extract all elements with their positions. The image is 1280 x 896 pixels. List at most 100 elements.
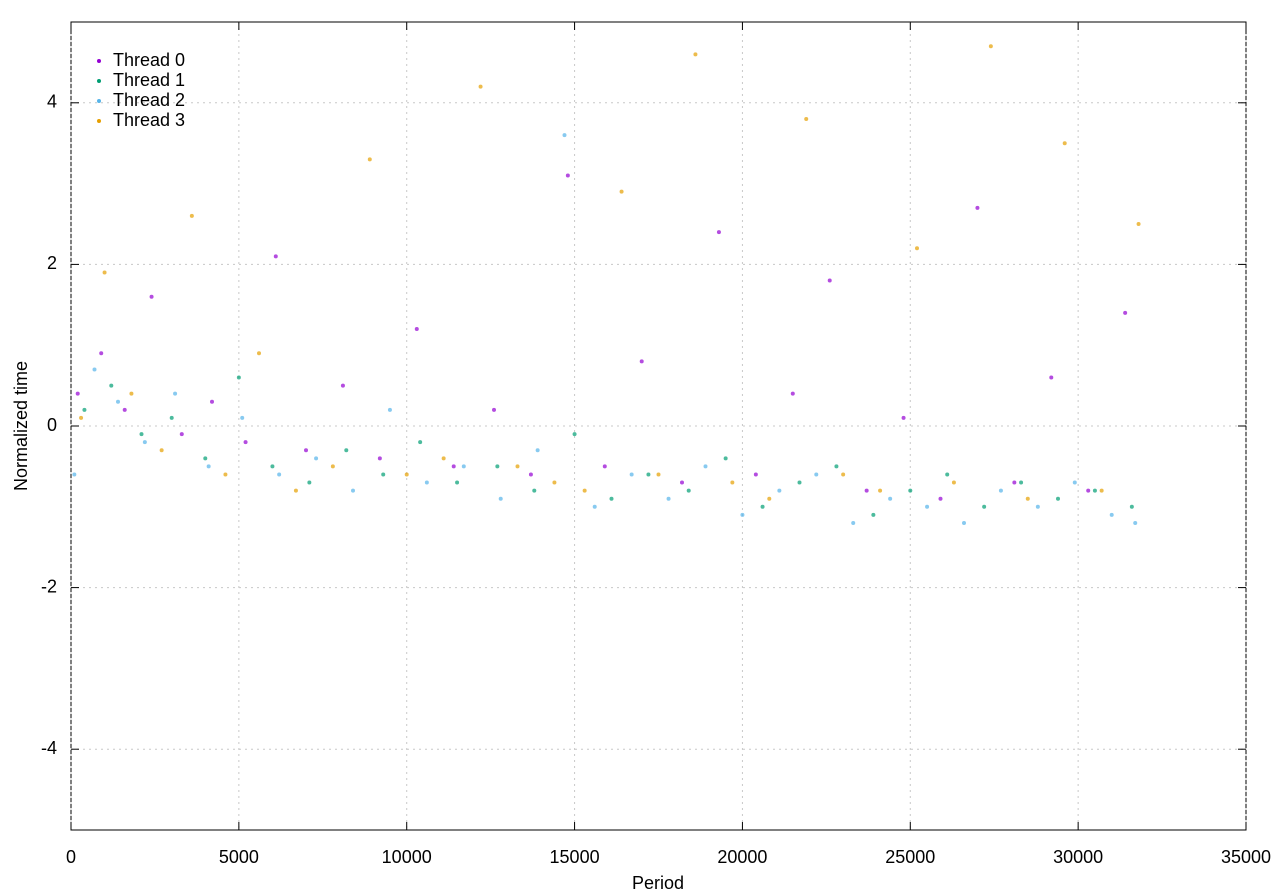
- data-point: [1056, 496, 1060, 501]
- data-point: [565, 173, 570, 178]
- data-point: [716, 230, 721, 235]
- data-point: [619, 189, 624, 194]
- x-tick-label: 15000: [550, 847, 600, 867]
- data-point: [797, 480, 802, 485]
- data-point: [841, 472, 846, 477]
- x-tick-label: 35000: [1221, 847, 1271, 867]
- data-point: [962, 520, 966, 525]
- data-point: [827, 278, 832, 283]
- legend-label: Thread 0: [113, 50, 185, 70]
- data-point: [273, 254, 278, 259]
- data-point: [790, 391, 795, 396]
- legend-marker: [97, 119, 101, 123]
- data-point: [592, 504, 597, 509]
- data-point: [461, 464, 466, 469]
- data-point: [424, 480, 429, 485]
- legend-label: Thread 2: [113, 90, 185, 110]
- data-point: [582, 488, 587, 493]
- data-point: [925, 504, 930, 509]
- data-point: [478, 84, 483, 89]
- data-point: [535, 448, 540, 453]
- data-point: [1072, 480, 1077, 485]
- data-point: [656, 472, 661, 477]
- data-point: [938, 496, 943, 501]
- data-point: [1049, 375, 1054, 380]
- data-point: [1086, 488, 1091, 493]
- data-point: [99, 351, 104, 356]
- data-point: [492, 407, 496, 412]
- data-point: [495, 464, 500, 469]
- x-tick-label: 20000: [717, 847, 767, 867]
- data-point: [982, 504, 987, 509]
- legend-marker: [97, 59, 101, 63]
- data-point: [240, 415, 245, 420]
- y-tick-label: -4: [41, 738, 57, 758]
- y-tick-label: -2: [41, 576, 57, 596]
- data-point: [441, 456, 446, 461]
- data-point: [646, 472, 651, 477]
- data-point: [307, 480, 312, 485]
- data-point: [139, 432, 144, 437]
- data-point: [777, 488, 782, 493]
- data-point: [189, 213, 194, 218]
- data-point: [1109, 512, 1114, 517]
- data-point: [223, 472, 228, 477]
- data-point: [975, 205, 980, 210]
- data-point: [169, 415, 174, 420]
- data-point: [79, 415, 84, 420]
- data-point: [381, 472, 386, 477]
- x-tick-label: 25000: [885, 847, 935, 867]
- data-point: [304, 448, 308, 453]
- data-point: [109, 383, 114, 388]
- data-point: [1133, 520, 1138, 525]
- legend-marker: [97, 99, 101, 103]
- data-point: [814, 472, 819, 477]
- data-point: [82, 407, 87, 412]
- data-point: [515, 464, 520, 469]
- x-tick-label: 5000: [219, 847, 259, 867]
- data-point: [179, 432, 184, 437]
- data-point: [629, 472, 634, 477]
- data-point: [122, 407, 127, 412]
- data-point: [915, 246, 919, 251]
- data-point: [257, 351, 261, 356]
- data-point: [414, 327, 419, 332]
- data-point: [330, 464, 335, 469]
- x-tick-label: 10000: [382, 847, 432, 867]
- data-point: [102, 270, 107, 275]
- data-point: [1035, 504, 1040, 509]
- data-point: [572, 432, 577, 437]
- data-point: [686, 488, 691, 493]
- data-point: [864, 488, 869, 493]
- data-point: [173, 391, 178, 396]
- data-point: [277, 472, 282, 477]
- data-point: [562, 133, 567, 138]
- data-point: [387, 407, 392, 412]
- data-point: [418, 440, 423, 445]
- legend-label: Thread 3: [113, 110, 185, 130]
- x-tick-label: 0: [66, 847, 76, 867]
- data-point: [75, 391, 80, 396]
- data-point: [693, 52, 698, 57]
- data-point: [528, 472, 533, 477]
- data-point: [243, 440, 248, 445]
- data-point: [602, 464, 607, 469]
- data-point: [767, 496, 772, 501]
- data-point: [760, 504, 765, 509]
- data-point: [293, 488, 298, 493]
- data-point: [314, 456, 319, 461]
- data-point: [116, 399, 120, 404]
- data-point: [878, 488, 883, 493]
- data-point: [680, 480, 684, 485]
- data-point: [871, 512, 876, 517]
- y-axis-label: Normalized time: [11, 361, 31, 491]
- data-point: [723, 456, 728, 461]
- data-point: [451, 464, 456, 469]
- data-point: [498, 496, 503, 501]
- data-point: [367, 157, 372, 162]
- data-point: [552, 480, 557, 485]
- y-tick-label: 4: [47, 92, 57, 112]
- data-point: [945, 472, 950, 477]
